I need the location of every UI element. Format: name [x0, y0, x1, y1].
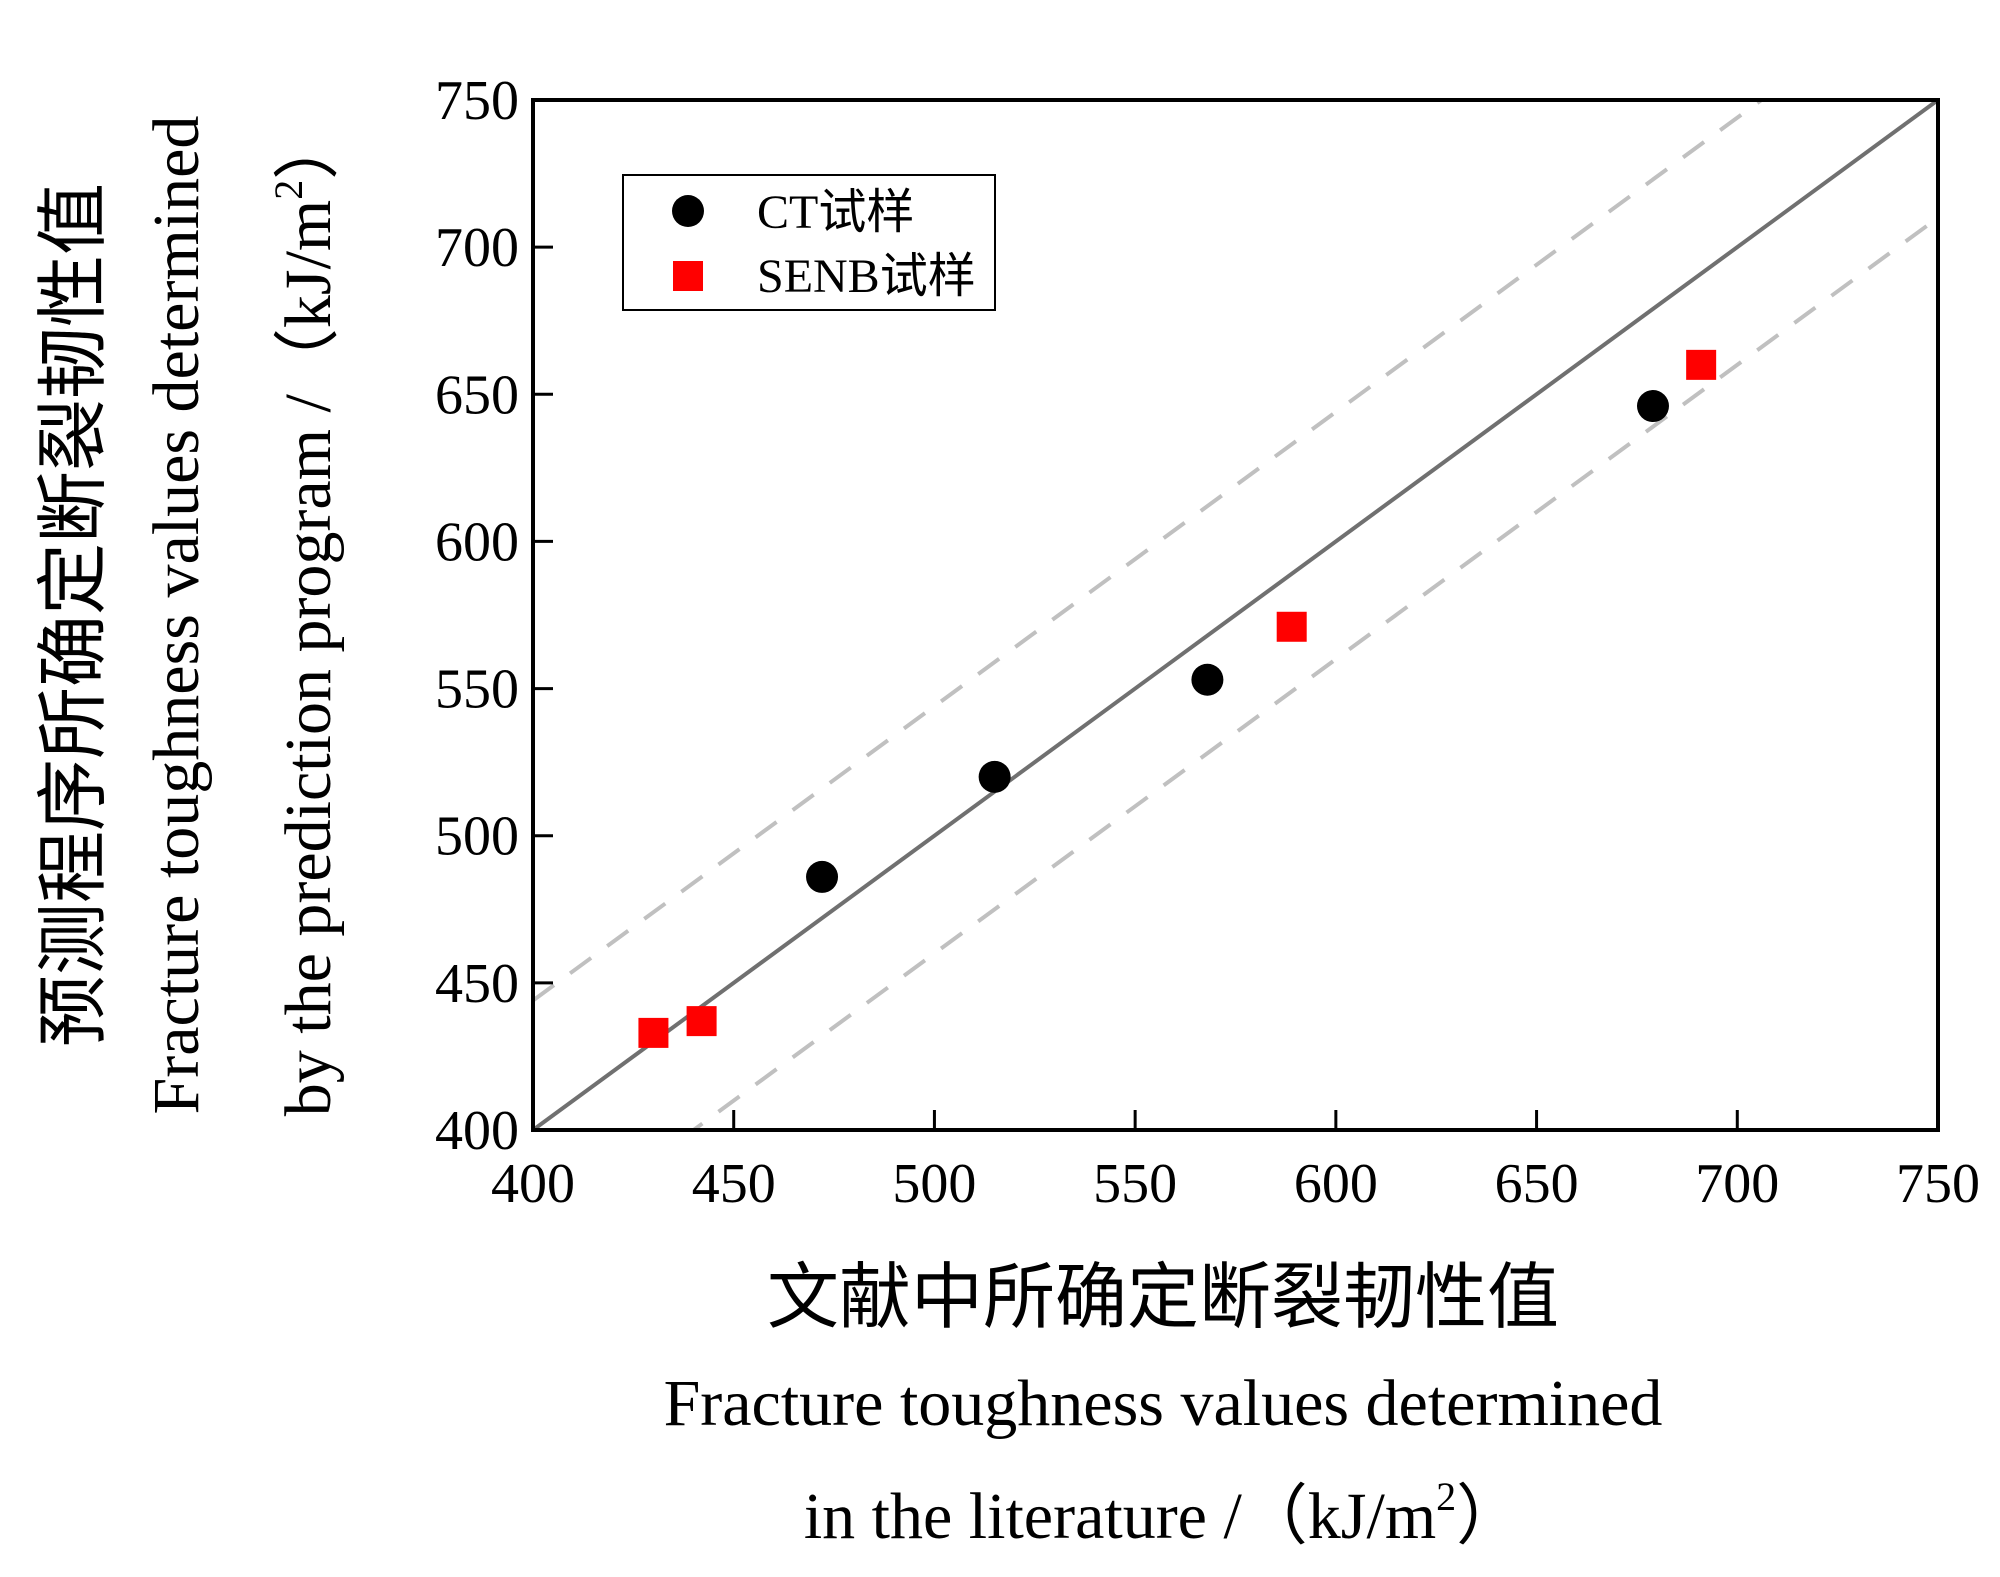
y-tick-label-5: 650: [435, 364, 519, 426]
y-tick-label-4: 600: [435, 511, 519, 573]
legend-marker-ct: [672, 195, 704, 227]
x-axis-unit-superscript: 2: [1436, 1474, 1456, 1519]
y-axis-unit-superscript: 2: [266, 180, 311, 200]
y-axis-title-cn: 预测程序所确定断裂韧性值: [31, 183, 115, 1047]
y-tick-label-6: 700: [435, 217, 519, 279]
x-axis-unit-close: ）: [1456, 1480, 1522, 1553]
axis-ticks: 400 450 500 550 600 650 700 750 400 450 500 550 600 6…: [435, 70, 1980, 1215]
point-senb-0: [638, 1017, 669, 1048]
y-tick-label-3: 550: [435, 659, 519, 721]
reference-lines: [533, 100, 1938, 1130]
y-axis-unit-close: ）: [272, 114, 345, 180]
point-senb-2: [1276, 611, 1307, 642]
point-senb-3: [1686, 349, 1717, 380]
reference-line-2: [690, 216, 1938, 1130]
y-axis-title-en-line2: by the prediction program /（kJ/m2）: [266, 114, 345, 1117]
point-ct-2: [1191, 663, 1224, 696]
point-ct-0: [806, 860, 839, 893]
point-ct-1: [978, 760, 1011, 793]
x-tick-label-3: 550: [1093, 1153, 1177, 1215]
reference-line-1: [533, 100, 1765, 1003]
point-ct-3: [1636, 390, 1669, 423]
y-tick-label-7: 750: [435, 70, 519, 132]
x-tick-label-0: 400: [491, 1153, 575, 1215]
y-tick-label-0: 400: [435, 1100, 519, 1162]
plot-frame: [531, 98, 1940, 1132]
y-axis-title-en-line1: Fracture toughness values determined: [140, 116, 213, 1115]
legend-label-ct: CT试样: [757, 186, 914, 239]
x-axis-title-en-line1: Fracture toughness values determined: [664, 1367, 1663, 1440]
y-tick-label-2: 500: [435, 806, 519, 868]
reference-line-0: [533, 100, 1938, 1130]
x-tick-label-5: 650: [1495, 1153, 1579, 1215]
data-points: [638, 349, 1717, 1048]
x-tick-label-1: 450: [692, 1153, 776, 1215]
y-axis-title: 预测程序所确定断裂韧性值 Fracture toughness values d…: [31, 114, 345, 1117]
x-axis-title-en-line2-text: in the literature /（kJ/m: [804, 1480, 1436, 1553]
legend-label-senb: SENB试样: [757, 250, 976, 303]
legend-marker-senb: [673, 261, 703, 291]
x-axis-title-cn: 文献中所确定断裂韧性值: [767, 1255, 1559, 1339]
x-tick-label-4: 600: [1294, 1153, 1378, 1215]
y-tick-label-1: 450: [435, 953, 519, 1015]
x-tick-label-7: 750: [1896, 1153, 1980, 1215]
x-tick-label-2: 500: [892, 1153, 976, 1215]
legend: CT试样 SENB试样: [622, 174, 996, 311]
x-axis-title-en-line2: in the literature /（kJ/m2）: [804, 1474, 1522, 1553]
y-axis-title-en-line2-text: by the prediction program /（kJ/m: [272, 200, 345, 1117]
x-tick-label-6: 700: [1695, 1153, 1779, 1215]
point-senb-1: [686, 1006, 717, 1037]
